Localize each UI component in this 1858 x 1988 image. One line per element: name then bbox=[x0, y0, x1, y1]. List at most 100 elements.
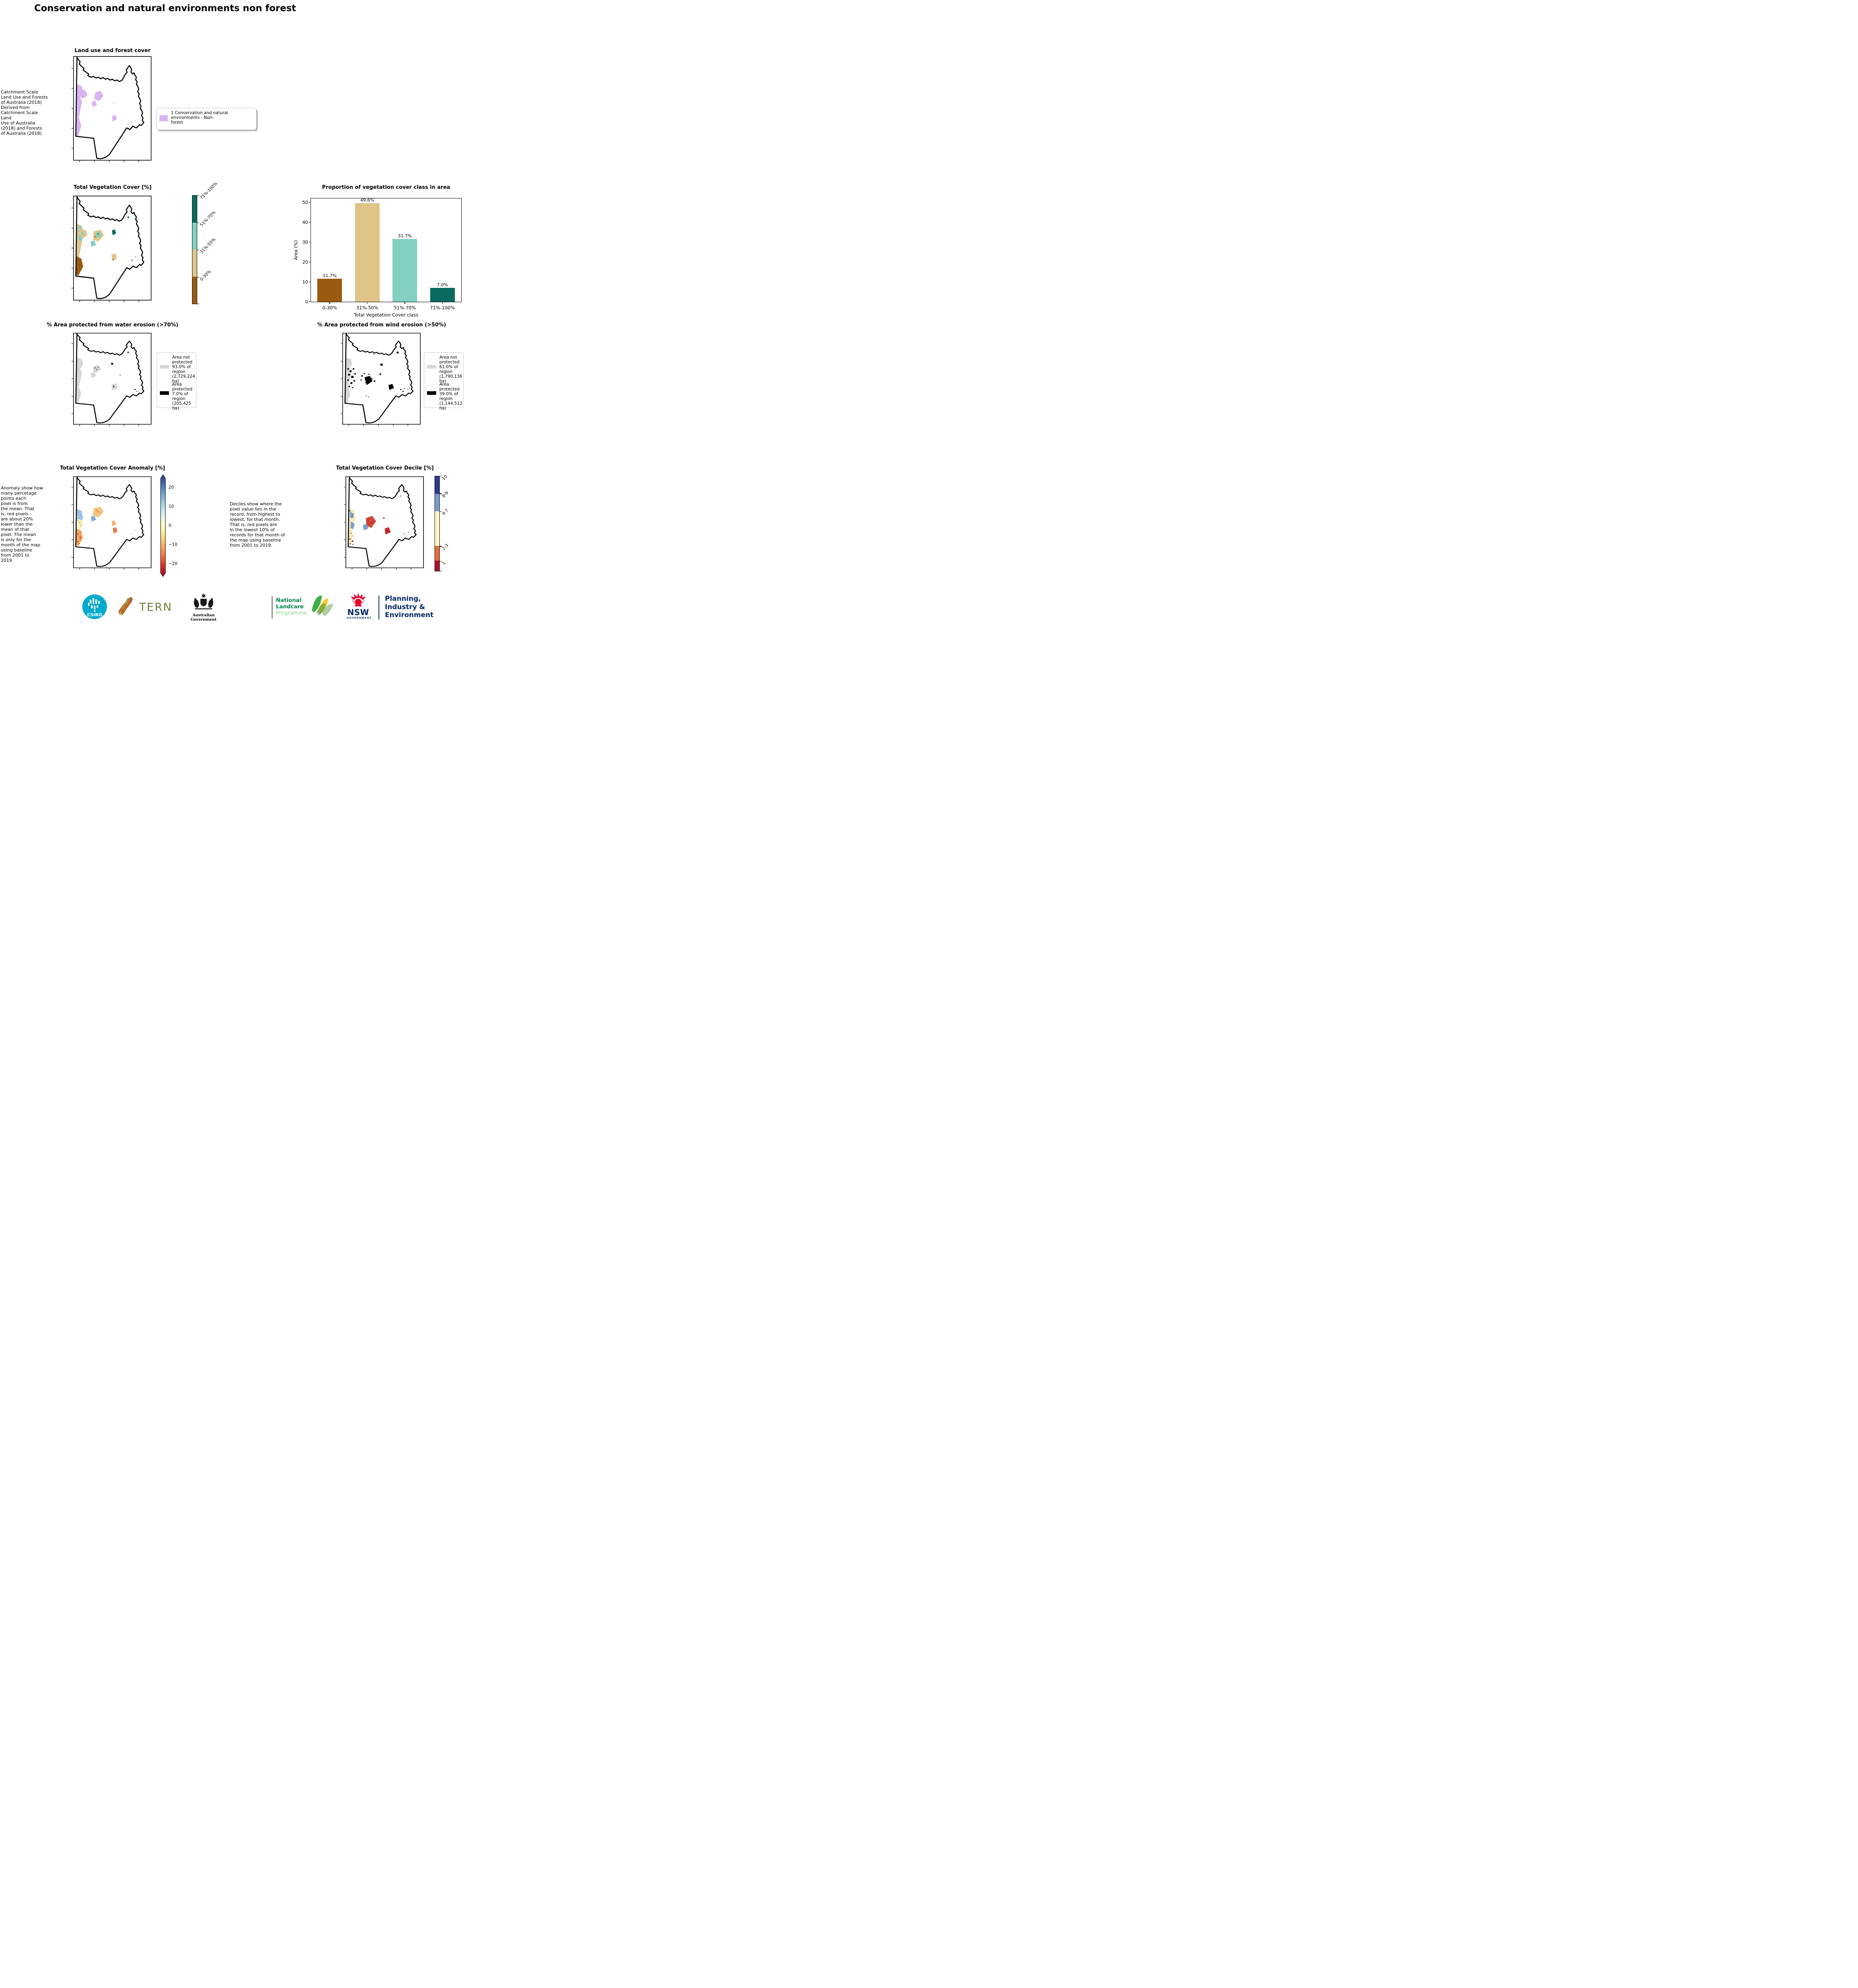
tern-logo-mark bbox=[118, 596, 133, 615]
colorbar-seg-31-50 bbox=[192, 250, 197, 277]
nsw-waratah-icon bbox=[351, 593, 366, 607]
veg-cover-colorbar bbox=[192, 195, 197, 304]
water-erosion-legend: Area not protected 93.0% of region (2,72… bbox=[157, 352, 196, 411]
planning-line-3: Environment bbox=[385, 611, 434, 619]
land-use-legend-label: 1 Conservation and natural environments … bbox=[171, 111, 228, 125]
report-page: Conservation and natural environments no… bbox=[0, 0, 464, 635]
decile-seg-1 bbox=[435, 560, 439, 571]
veg-cover-title: Total Vegetation Cover [%] bbox=[73, 184, 152, 190]
chart-ylabel: Area (%) bbox=[293, 240, 299, 260]
landcare-divider bbox=[272, 596, 273, 619]
tern-label: TERN bbox=[139, 600, 173, 613]
veg-cover-map bbox=[71, 196, 151, 302]
decile-label-4-7: 4-7 bbox=[441, 508, 450, 516]
decile-patches bbox=[348, 486, 409, 546]
decile-label-2-3: 2-3 bbox=[441, 543, 450, 551]
bar-51-70-value: 31.7% bbox=[398, 233, 412, 239]
bar-71-100-value: 7.0% bbox=[437, 282, 448, 287]
anomaly-caption: Anomaly show how many percetage points e… bbox=[1, 485, 43, 563]
water-protected-swatch bbox=[160, 391, 169, 395]
decile-seg-4-7 bbox=[435, 511, 439, 546]
colorbar-label-51-70: 51%-70% bbox=[199, 210, 217, 228]
landcare-leaves-icon bbox=[312, 595, 333, 616]
decile-label-8-9: 8-9 bbox=[441, 490, 450, 499]
land-use-caption: Catchment Scale Land Use and Forests of … bbox=[1, 89, 48, 136]
water-erosion-map bbox=[71, 333, 151, 426]
proportion-bar-chart: 0 10 20 30 40 50 11.7% 49.6% 31.7% 7.0% … bbox=[302, 198, 462, 311]
water-protected-label: Area protected 7.0% of region (205,425 h… bbox=[172, 382, 192, 411]
wind-erosion-title: % Area protected from wind erosion (>50%… bbox=[317, 322, 446, 328]
colorbar-seg-71-100 bbox=[192, 196, 197, 223]
land-use-legend-swatch bbox=[159, 115, 168, 121]
wind-erosion-legend: Area not protected 61.0% of region (1,79… bbox=[424, 352, 464, 411]
colorbar-seg-51-70 bbox=[192, 223, 197, 250]
australian-government-crest bbox=[194, 593, 214, 610]
land-use-title: Land use and forest cover bbox=[74, 48, 151, 54]
colorbar-label-0-30: 0-30% bbox=[199, 269, 212, 282]
colorbar-seg-0-30 bbox=[192, 277, 197, 304]
bar-31-50-value: 49.6% bbox=[360, 198, 375, 203]
planning-line-1: Planning, bbox=[385, 595, 421, 603]
landcare-line-programme: Programme bbox=[276, 610, 307, 617]
water-erosion-patches bbox=[76, 340, 138, 404]
anomaly-tick-10: 10 bbox=[169, 504, 174, 509]
planning-line-2: Industry & bbox=[385, 603, 425, 611]
xtick-31-50: 31%-50% bbox=[356, 305, 379, 311]
veg-cover-patches bbox=[76, 203, 136, 276]
ytick-10: 10 bbox=[302, 279, 308, 285]
bar-0-30: 11.7% bbox=[317, 273, 342, 302]
nsw-government-label: GOVERNMENT bbox=[347, 617, 372, 619]
landcare-line-landcare: Landcare bbox=[276, 604, 304, 610]
nsw-label: NSW bbox=[347, 608, 369, 617]
wind-not-protected-swatch bbox=[427, 365, 436, 369]
ytick-30: 30 bbox=[302, 239, 308, 245]
ytick-20: 20 bbox=[302, 259, 308, 265]
anomaly-map bbox=[71, 476, 151, 570]
landcare-logo-text: National Landcare Programme bbox=[276, 597, 307, 617]
ytick-50: 50 bbox=[302, 200, 308, 206]
planning-logo-text: Planning, Industry & Environment bbox=[385, 595, 433, 619]
xtick-0-30: 0-30% bbox=[322, 305, 337, 311]
anomaly-patches bbox=[76, 487, 139, 546]
page-title: Conservation and natural environments no… bbox=[34, 3, 296, 14]
wind-protected-label: Area protected 39.0% of region (1,144,51… bbox=[439, 382, 462, 411]
wind-erosion-patches bbox=[345, 342, 410, 404]
australian-government-label: Australian Government bbox=[190, 613, 217, 622]
decile-caption: Deciles show where the pixel value lies … bbox=[230, 501, 285, 548]
decile-title: Total Vegetation Cover Decile [%] bbox=[336, 465, 434, 471]
decile-seg-8-9 bbox=[435, 494, 439, 512]
wind-erosion-map bbox=[340, 333, 421, 426]
decile-label-10: 10 bbox=[441, 474, 448, 481]
anomaly-tick-neg10: −10 bbox=[169, 542, 178, 547]
bar-31-50: 49.6% bbox=[355, 198, 380, 302]
xtick-51-70: 51%-70% bbox=[394, 305, 416, 311]
water-not-protected-swatch bbox=[160, 365, 169, 369]
anomaly-tick-neg20: −20 bbox=[169, 561, 178, 566]
bar-71-100: 7.0% bbox=[430, 282, 455, 302]
anomaly-colorbar bbox=[160, 474, 166, 577]
land-use-patches bbox=[76, 68, 136, 136]
bar-0-30-value: 11.7% bbox=[322, 273, 337, 278]
chart-xlabel: Total Vegetation Cover class bbox=[353, 312, 419, 318]
landcare-line-national: National bbox=[276, 597, 302, 604]
anomaly-tick-0: 0 bbox=[169, 523, 171, 528]
wind-protected-swatch bbox=[427, 391, 436, 395]
decile-colorbar bbox=[435, 476, 440, 571]
decile-seg-2-3 bbox=[435, 546, 439, 561]
wind-not-protected-label: Area not protected 61.0% of region (1,79… bbox=[439, 355, 462, 384]
bars: 11.7% 49.6% 31.7% 7.0% bbox=[311, 198, 461, 302]
anomaly-tick-20: 20 bbox=[169, 485, 174, 490]
chart-title: Proportion of vegetation cover class in … bbox=[322, 184, 450, 190]
colorbar-label-71-100: 71%-100% bbox=[199, 181, 219, 201]
ytick-0: 0 bbox=[305, 299, 308, 305]
water-erosion-title: % Area protected from water erosion (>70… bbox=[47, 322, 179, 328]
decile-seg-10 bbox=[435, 476, 439, 494]
water-not-protected-label: Area not protected 93.0% of region (2,72… bbox=[172, 355, 195, 384]
colorbar-label-31-50: 31%-50% bbox=[199, 237, 217, 255]
ytick-40: 40 bbox=[302, 219, 308, 225]
decile-map bbox=[344, 476, 424, 570]
anomaly-title: Total Vegetation Cover Anomaly [%] bbox=[60, 465, 165, 471]
csiro-label: CSIRO bbox=[87, 612, 102, 617]
land-use-legend: 1 Conservation and natural environments … bbox=[156, 108, 256, 130]
decile-label-1: 1 bbox=[441, 561, 447, 566]
